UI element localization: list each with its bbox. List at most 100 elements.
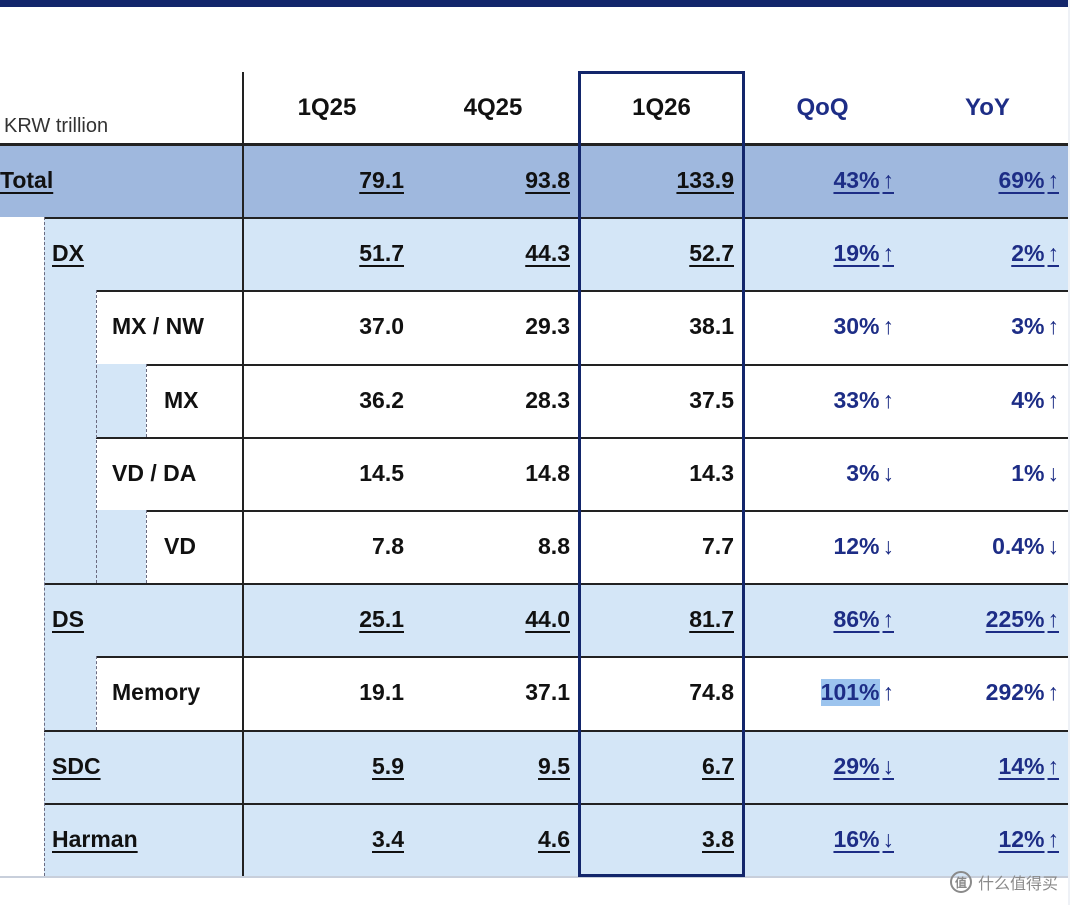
qoq-value: 101% bbox=[820, 679, 880, 707]
up-arrow-icon: ↑ bbox=[1047, 825, 1060, 852]
qoq-cell: 16% ↓ bbox=[745, 803, 900, 876]
value-cell: 29.3 bbox=[525, 313, 570, 340]
row-band-left bbox=[44, 436, 96, 510]
right-border bbox=[1068, 0, 1070, 905]
yoy-value: 4% bbox=[1011, 386, 1045, 413]
header-rule bbox=[0, 143, 1068, 146]
value-cell: 9.5 bbox=[538, 752, 570, 779]
header-1q26: 1Q26 bbox=[632, 94, 691, 121]
yoy-value: 2% bbox=[1011, 240, 1045, 267]
value-cell: 3.8 bbox=[702, 825, 734, 852]
qoq-value: 29% bbox=[833, 752, 880, 779]
value-cell: 28.3 bbox=[525, 386, 570, 413]
qoq-cell: 19% ↑ bbox=[745, 217, 900, 290]
up-arrow-icon: ↑ bbox=[882, 679, 895, 706]
value-cell: 44.3 bbox=[525, 240, 570, 267]
row-label: Memory bbox=[112, 679, 201, 706]
value-cell: 7.7 bbox=[702, 533, 734, 560]
down-arrow-icon: ↓ bbox=[882, 825, 895, 852]
qoq-value: 86% bbox=[833, 606, 880, 633]
row-band bbox=[44, 290, 1068, 364]
yoy-cell: 3% ↑ bbox=[905, 290, 1065, 363]
row-divider bbox=[96, 436, 1068, 439]
yoy-value: 0.4% bbox=[992, 533, 1045, 560]
watermark-text: 什么值得买 bbox=[978, 876, 1059, 893]
down-arrow-icon: ↓ bbox=[882, 533, 895, 560]
qoq-cell: 43% ↑ bbox=[745, 144, 900, 217]
yoy-cell: 4% ↑ bbox=[905, 364, 1065, 437]
level-guide bbox=[96, 290, 97, 584]
qoq-value: 30% bbox=[833, 313, 880, 340]
up-arrow-icon: ↑ bbox=[1047, 679, 1060, 706]
yoy-value: 69% bbox=[998, 167, 1045, 194]
value-cell: 8.8 bbox=[538, 533, 570, 560]
qoq-value: 16% bbox=[833, 825, 880, 852]
row-band bbox=[44, 363, 1068, 437]
value-cell: 44.0 bbox=[525, 606, 570, 633]
yoy-value: 14% bbox=[998, 752, 1045, 779]
row-band-left bbox=[44, 510, 146, 584]
row-divider bbox=[44, 217, 1068, 220]
yoy-cell: 0.4% ↓ bbox=[905, 510, 1065, 583]
qoq-cell: 33% ↑ bbox=[745, 364, 900, 437]
value-cell: 51.7 bbox=[359, 240, 404, 267]
row-label: SDC bbox=[52, 752, 101, 779]
value-cell: 79.1 bbox=[359, 167, 404, 194]
row-label: VD / DA bbox=[112, 459, 197, 486]
value-cell: 5.9 bbox=[372, 752, 404, 779]
level-guide bbox=[96, 656, 97, 730]
row-divider bbox=[44, 583, 1068, 586]
1q26-highlight-frame bbox=[578, 71, 745, 877]
up-arrow-icon: ↑ bbox=[1047, 313, 1060, 340]
up-arrow-icon: ↑ bbox=[1047, 240, 1060, 267]
value-cell: 38.1 bbox=[689, 313, 734, 340]
row-band bbox=[44, 217, 1068, 291]
down-arrow-icon: ↓ bbox=[882, 752, 895, 779]
row-label: DS bbox=[52, 606, 84, 633]
yoy-cell: 69% ↑ bbox=[905, 144, 1065, 217]
value-cell: 37.5 bbox=[689, 386, 734, 413]
yoy-value: 12% bbox=[998, 825, 1045, 852]
level-guide bbox=[146, 363, 147, 437]
row-band-left bbox=[44, 656, 96, 730]
row-label: MX / NW bbox=[112, 313, 204, 340]
qoq-value: 33% bbox=[833, 386, 880, 413]
qoq-cell: 29% ↓ bbox=[745, 730, 900, 803]
row-band bbox=[44, 436, 1068, 510]
row-divider bbox=[146, 363, 1068, 366]
row-band-left bbox=[44, 363, 146, 437]
value-cell: 14.8 bbox=[525, 459, 570, 486]
up-arrow-icon: ↑ bbox=[882, 167, 895, 194]
value-cell: 52.7 bbox=[689, 240, 734, 267]
row-label: VD bbox=[164, 533, 196, 560]
yoy-cell: 1% ↓ bbox=[905, 437, 1065, 510]
value-cell: 3.4 bbox=[372, 825, 404, 852]
qoq-cell: 3% ↓ bbox=[745, 437, 900, 510]
value-cell: 37.0 bbox=[359, 313, 404, 340]
header-1q25: 1Q25 bbox=[297, 94, 357, 121]
up-arrow-icon: ↑ bbox=[1047, 386, 1060, 413]
down-arrow-icon: ↓ bbox=[1047, 533, 1060, 560]
value-cell: 14.5 bbox=[359, 459, 404, 486]
yoy-value: 225% bbox=[985, 606, 1045, 633]
up-arrow-icon: ↑ bbox=[1047, 752, 1060, 779]
row-divider bbox=[44, 802, 1068, 805]
table-bottom-rule bbox=[0, 876, 1068, 878]
row-divider bbox=[146, 510, 1068, 512]
row-divider bbox=[96, 290, 1068, 293]
unit-label: KRW trillion bbox=[4, 114, 109, 137]
down-arrow-icon: ↓ bbox=[882, 459, 895, 486]
row-band bbox=[44, 583, 1068, 657]
yoy-cell: 292% ↑ bbox=[905, 656, 1065, 729]
header-4q25: 4Q25 bbox=[463, 94, 523, 121]
watermark-logo-icon: 值 bbox=[950, 871, 972, 893]
row-band-left bbox=[44, 290, 96, 364]
qoq-value: 3% bbox=[846, 459, 880, 486]
header-yoy: YoY bbox=[965, 94, 1010, 121]
row-label: MX bbox=[164, 386, 199, 413]
value-cell: 14.3 bbox=[689, 459, 734, 486]
value-cell: 19.1 bbox=[359, 679, 404, 706]
yoy-value: 1% bbox=[1011, 459, 1045, 486]
value-cell: 4.6 bbox=[538, 825, 570, 852]
down-arrow-icon: ↓ bbox=[1047, 459, 1060, 486]
